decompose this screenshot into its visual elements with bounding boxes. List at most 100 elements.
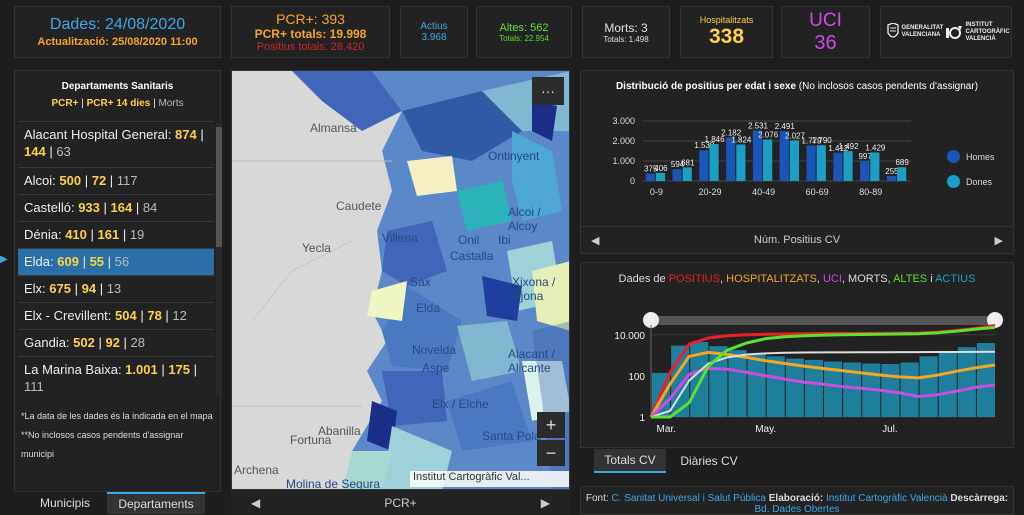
department-item[interactable]: Dénia: 410 | 161 | 19	[18, 221, 214, 248]
bar-value-label: 594	[671, 160, 685, 169]
bar	[886, 175, 897, 181]
y-tick-label: 2.000	[612, 136, 635, 146]
age-chart-panel: Distribució de positius per edat i sexe …	[580, 70, 1014, 254]
department-morts: 117	[116, 173, 138, 188]
map-label: Molina de Segura	[286, 477, 381, 490]
actius-bar	[785, 358, 804, 417]
bar	[736, 144, 746, 181]
map-label: Fortuna	[290, 433, 332, 447]
department-item[interactable]: Castelló: 933 | 164 | 84	[18, 194, 214, 221]
map-label: Abanilla	[318, 424, 361, 438]
department-item[interactable]: Elda: 609 | 55 | 56	[18, 248, 214, 275]
tab-departaments[interactable]: Departaments	[107, 492, 205, 514]
map-label: Elx / Elche	[432, 397, 489, 411]
map-label: Castalla	[450, 249, 494, 263]
department-pcr14: 78	[147, 308, 162, 323]
department-item[interactable]: La Marina Baixa: 1.001 | 175 | 111	[18, 356, 214, 402]
department-item[interactable]: Alcoi: 500 | 72 | 117	[18, 167, 214, 194]
bar	[752, 130, 763, 181]
map-footer-label: PCR+	[384, 495, 417, 510]
zoom-out-button[interactable]: −	[537, 440, 565, 466]
map-label: Almansa	[310, 121, 357, 135]
bar-value-label: 689	[895, 158, 909, 167]
department-pcr14: 92	[105, 335, 120, 350]
separator: |	[96, 281, 107, 296]
scrollbar-thumb[interactable]	[216, 127, 222, 247]
department-name: Castelló:	[24, 200, 79, 215]
source-desc-label: Descàrrega:	[950, 493, 1009, 504]
departments-legend: PCR+ | PCR+ 14 dies | Morts	[51, 98, 184, 109]
source-elab-link[interactable]: Institut Cartogràfic Valencià	[826, 493, 948, 504]
bar-value-label: 1.779	[802, 136, 823, 145]
generalitat-emblem-icon	[886, 23, 899, 38]
source-font-link[interactable]: C. Sanitat Universal i Salut Pública	[611, 493, 766, 504]
separator: |	[161, 308, 173, 323]
age-chart-footer: ◀ Núm. Positius CV ▶	[581, 226, 1013, 253]
map-view[interactable]: Almansa Ontinyent Caudete Alcoi / Alcoy Vill…	[231, 70, 570, 490]
map-label: Aspe	[422, 361, 450, 375]
uci-label: UCI	[809, 9, 842, 31]
tab-municipis[interactable]: Municipis	[39, 496, 90, 510]
separator: |	[104, 254, 115, 269]
departments-scrollbar[interactable]	[216, 123, 222, 395]
time-chart[interactable]: 1 100 10.000 Mar. May. Jul.	[581, 263, 1015, 449]
age-next-icon[interactable]: ▶	[994, 234, 1003, 247]
separator: |	[78, 254, 90, 269]
separator: |	[86, 227, 98, 242]
department-item[interactable]: Elx - Crevillent: 504 | 78 | 12	[18, 302, 214, 329]
time-title-hosp: HOSPITALITZATS	[726, 273, 817, 285]
departments-notes: *La data de les dades és la indicada en …	[21, 407, 217, 464]
department-pcr14: 72	[91, 173, 107, 188]
map-label: Elda	[416, 301, 441, 315]
x-tick-label: Jul.	[882, 424, 898, 435]
map-prev-icon[interactable]: ◀	[251, 495, 261, 510]
map-attribution[interactable]: Institut Cartogràfic Val...	[410, 471, 569, 487]
actius-bar	[919, 356, 938, 417]
department-name: Elx - Crevillent:	[24, 308, 116, 323]
zoom-in-button[interactable]: +	[537, 412, 565, 438]
minus-icon: −	[545, 442, 557, 463]
range-handle-left[interactable]	[643, 312, 659, 328]
altes-panel: Altes: 562 Totals: 22.954	[476, 6, 572, 58]
y-tick-label: 1.000	[612, 156, 635, 166]
bar-value-label: 255	[885, 167, 899, 176]
tab-totals-cv[interactable]: Totals CV	[594, 449, 666, 473]
range-handle-right[interactable]	[987, 312, 1003, 328]
bar	[645, 173, 655, 181]
map-canvas[interactable]	[232, 71, 570, 490]
actius-bar	[747, 353, 766, 417]
map-label: Alacant / Alicante	[508, 347, 555, 375]
actius-value: 3.968	[421, 32, 447, 43]
department-morts: 13	[106, 281, 122, 296]
legend-morts: Morts	[158, 98, 184, 109]
department-pcr14: 55	[89, 254, 105, 269]
department-pcr: 410	[65, 227, 87, 242]
department-name: Gandia:	[24, 335, 74, 350]
note-pending: **No inclosos casos pendents d'assignar …	[21, 430, 184, 459]
map-label: Caudete	[336, 199, 382, 213]
map-next-icon[interactable]: ▶	[540, 495, 550, 510]
y-tick-label: 1	[639, 413, 645, 424]
department-item[interactable]: Elx: 675 | 94 | 13	[18, 275, 214, 302]
map-label: Alcoi / Alcoy	[508, 205, 541, 233]
age-prev-icon[interactable]: ◀	[591, 234, 600, 247]
separator: |	[99, 200, 111, 215]
tab-diaries-cv[interactable]: Diàries CV	[680, 454, 738, 468]
more-options-button[interactable]: ···	[532, 77, 564, 105]
bar-value-label: 1.538	[694, 141, 715, 150]
source-desc-link[interactable]: Bd. Dades Obertes	[754, 504, 840, 515]
bar-value-label: 2.182	[721, 128, 742, 137]
department-item[interactable]: Gandia: 502 | 92 | 28	[18, 329, 214, 356]
x-tick-label: Mar.	[657, 424, 676, 435]
actius-panel: Actius 3.968	[400, 6, 468, 58]
update-time: Actualització: 25/08/2020 11:00	[37, 36, 198, 48]
legend-homes: Homes	[947, 150, 995, 163]
range-slider-track	[651, 316, 995, 325]
bar-value-label: 997	[858, 152, 872, 161]
department-morts: 84	[142, 200, 158, 215]
map-label: Ibi	[498, 233, 511, 247]
expand-arrow-icon[interactable]: ▶	[0, 254, 8, 265]
department-item[interactable]: Alacant Hospital General: 874 | 144 | 63	[18, 121, 214, 167]
separator: |	[196, 127, 204, 142]
